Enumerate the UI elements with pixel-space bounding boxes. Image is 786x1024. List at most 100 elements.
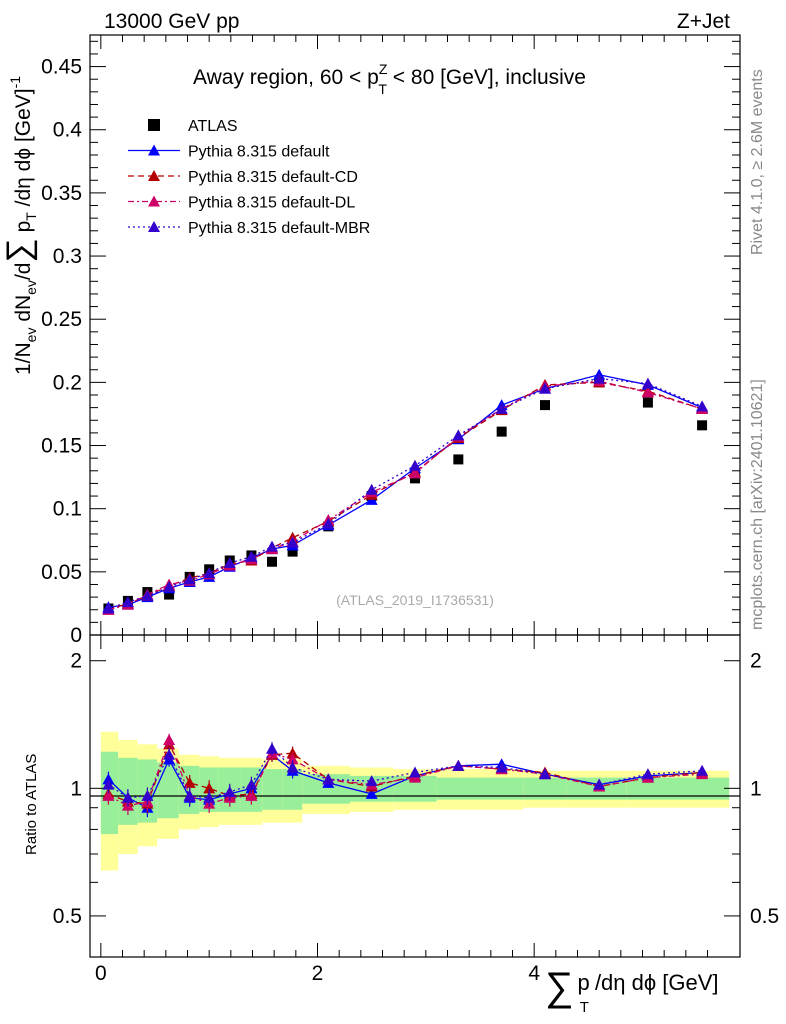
series-line — [108, 381, 703, 611]
xlabel-p: p — [578, 970, 590, 995]
ratio-point — [223, 786, 236, 798]
atlas-point — [697, 420, 708, 431]
series-point — [641, 377, 654, 389]
legend-label: Pythia 8.315 default-MBR — [188, 220, 370, 237]
series-point — [641, 386, 654, 398]
ratio-point — [409, 766, 421, 778]
series-point — [286, 536, 299, 548]
ratio-point — [322, 773, 335, 785]
ylabel-c: /d — [12, 263, 35, 281]
ratio-point — [286, 761, 299, 773]
series-point — [203, 567, 216, 579]
chart-title: Away region, 60 < pZ T < 80 [GeV], inclus… — [193, 61, 586, 97]
legend-marker — [148, 221, 160, 232]
series-point — [495, 402, 508, 414]
series-line — [108, 377, 703, 610]
ratio-point — [163, 734, 176, 746]
green-band-bin — [523, 777, 567, 800]
xlabel-sum: ∑ — [545, 965, 574, 1009]
green-band-bin — [626, 777, 675, 800]
title-rest: < 80 [GeV], inclusive — [387, 66, 586, 89]
ratio-tick-label-right: 2 — [750, 650, 762, 673]
green-band-bin — [282, 769, 303, 810]
ratio-point — [121, 791, 134, 803]
y-tick-label: 0.25 — [41, 308, 82, 331]
main-series — [102, 368, 709, 615]
title-sup: Z — [379, 61, 388, 77]
ylabel-b-sub: ev — [23, 280, 39, 295]
y-tick-label: 0.45 — [41, 56, 82, 79]
x-tick-label: 2 — [312, 962, 324, 985]
ratio-point — [286, 753, 299, 765]
ylabel-sum: ∑ — [0, 238, 38, 262]
ylabel-a-sub: ev — [23, 328, 39, 343]
ratio-tick-label-right: 1 — [750, 777, 762, 800]
ylabel-p: p — [12, 221, 35, 239]
series-point — [696, 400, 709, 412]
ratio-point — [102, 789, 115, 801]
ratio-point — [163, 748, 176, 760]
process-label: Z+Jet — [677, 10, 730, 33]
ratio-tick-label-left: 1 — [70, 777, 82, 800]
y-tick-label: 0.3 — [53, 245, 82, 268]
ylabel-b: dN — [12, 295, 35, 328]
ratio-point — [102, 778, 115, 790]
ratio-point — [203, 791, 216, 803]
y-axis-label-ratio: Ratio to ATLAS — [23, 754, 40, 855]
ratio-point — [495, 761, 508, 773]
green-band-bin — [480, 777, 524, 800]
green-band-bin — [436, 777, 480, 800]
series-line — [108, 374, 703, 608]
x-tick-label: 4 — [528, 962, 540, 985]
xlabel-rest: /dη dϕ [GeV] — [595, 970, 719, 995]
series-point — [141, 589, 154, 601]
ratio-tick-label-right: 0.5 — [750, 905, 779, 928]
ratio-point — [452, 759, 465, 771]
series-point — [266, 540, 278, 552]
y-axis-label-top: 1/Nev dNev/d∑ pT /dη dϕ [GeV]-1 — [0, 76, 39, 375]
ratio-point — [183, 776, 196, 788]
legend: ATLAS Pythia 8.315 default Pythia 8.315 de… — [128, 118, 370, 237]
ratio-point — [203, 782, 216, 794]
green-band-bin — [675, 777, 730, 800]
ylabel-d: /dη dϕ [GeV] — [12, 88, 35, 212]
atlas-point — [453, 454, 464, 465]
series-point — [409, 467, 421, 479]
atlas-point — [267, 556, 277, 567]
atlas-point — [496, 426, 507, 437]
atlas-point — [164, 589, 175, 600]
green-band-bin — [157, 762, 179, 819]
ratio-tick-label-left: 2 — [70, 650, 82, 673]
ratio-point — [245, 789, 258, 801]
uncertainty-bands — [100, 731, 730, 871]
series-point — [163, 581, 176, 592]
ratio-point — [365, 787, 378, 799]
title-sub: T — [378, 81, 387, 97]
series-point — [245, 550, 258, 562]
ratio-point — [539, 768, 551, 780]
series-point — [452, 429, 465, 441]
ratio-series — [102, 733, 709, 818]
energy-label: 13000 GeV pp — [104, 10, 239, 33]
mcplots-label: mcplots.cern.ch [arXiv:2401.10621] — [749, 379, 766, 630]
tick-labels: 0 2 4 0 0.05 0.1 0.15 0.2 0.25 0.3 0.35 0.4 0.45 0.5 0… — [41, 56, 779, 985]
y-tick-label: 0.2 — [53, 371, 82, 394]
x-axis-label: ∑ p T/dη dϕ [GeV] — [545, 965, 719, 1016]
y-tick-label: 0.1 — [53, 498, 82, 521]
series-point — [322, 517, 335, 529]
xlabel-p-sub: T — [580, 999, 589, 1016]
y-tick-label: 0.35 — [41, 182, 82, 205]
ratio-point — [266, 742, 278, 754]
y-tick-label: 0 — [70, 624, 82, 647]
atlas-point — [642, 397, 653, 408]
series-point — [409, 459, 421, 471]
atlas-point — [410, 473, 420, 484]
ratio-tick-label-left: 0.5 — [53, 905, 82, 928]
ratio-point — [696, 764, 709, 776]
ylabel-a: 1/N — [12, 342, 35, 375]
legend-marker — [148, 144, 160, 156]
series-line — [108, 380, 703, 611]
series-point — [365, 483, 378, 495]
green-band-bin — [262, 769, 283, 810]
